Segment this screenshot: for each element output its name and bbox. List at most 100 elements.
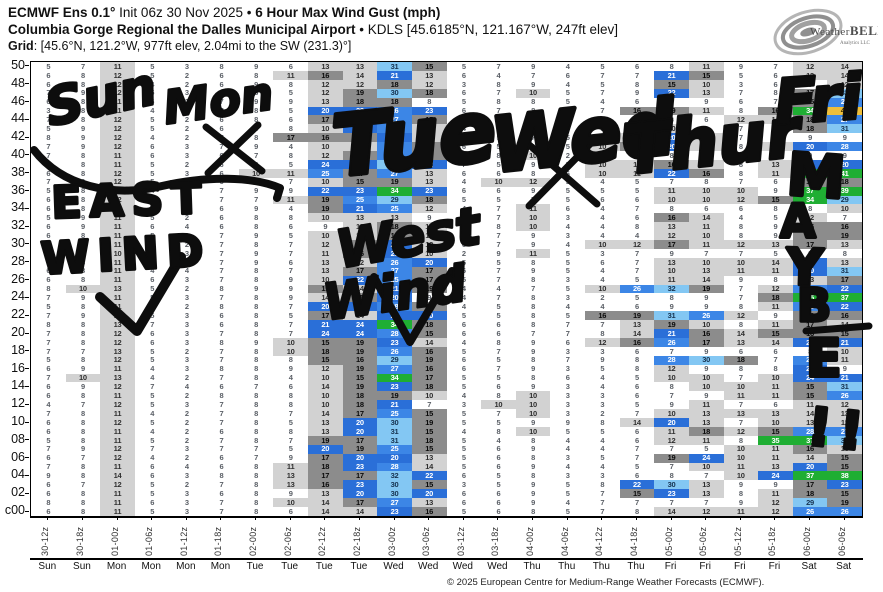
grid-cell: 18 (342, 400, 378, 410)
x-axis-tick (532, 516, 534, 520)
grid-cell: 11 (827, 418, 862, 427)
grid-cell: 5 (481, 133, 516, 143)
grid-cell: 24 (308, 159, 343, 169)
grid-cell: 6 (481, 186, 516, 196)
x-axis-tick (220, 516, 222, 520)
grid-cell: 11 (688, 222, 724, 232)
grid-cell: 8 (65, 355, 101, 365)
y-axis-tick (25, 296, 29, 298)
grid-cell: 12 (100, 133, 135, 143)
grid-cell: 7 (31, 151, 66, 160)
grid-cell: 7 (238, 151, 274, 160)
grid-cell: 8 (238, 213, 274, 223)
grid-cell: 19 (377, 177, 412, 187)
grid-cell: 7 (31, 409, 66, 419)
y-axis-member-label: 30 (11, 235, 25, 250)
grid-cell: 5 (134, 257, 170, 267)
grid-cell: 11 (654, 186, 689, 196)
grid-cell: 12 (723, 311, 759, 321)
grid-cell: 3 (169, 311, 205, 321)
x-axis-time-label: 05-00z (663, 526, 674, 556)
grid-cell: 7 (654, 177, 689, 187)
grid-cell: 16 (688, 168, 724, 178)
grid-cell: 9 (723, 62, 759, 71)
grid-cell: 7 (619, 204, 655, 214)
grid-cell: 7 (31, 346, 66, 356)
grid-cell: 22 (411, 471, 447, 481)
grid-cell: 4 (169, 266, 205, 276)
y-axis-tick (25, 457, 29, 459)
grid-cell: 14 (792, 409, 828, 419)
grid-cell: 11 (758, 320, 793, 330)
y-axis-tick (25, 154, 29, 156)
grid-cell: 4 (550, 240, 585, 249)
grid-cell: 2 (169, 453, 205, 463)
grid-cell: 16 (792, 329, 828, 338)
grid-cell: 7 (65, 453, 101, 463)
grid-cell: 24 (377, 311, 412, 321)
grid-cell: 10 (585, 142, 620, 152)
grid-cell: 4 (446, 293, 482, 303)
x-axis-tick (843, 516, 845, 520)
grid-cell: 8 (238, 133, 274, 143)
grid-cell: 8 (65, 231, 101, 241)
grid-cell: 30 (654, 480, 689, 490)
grid-cell: 9 (792, 248, 828, 258)
grid-cell: 10 (654, 195, 689, 205)
grid-cell: 28 (377, 302, 412, 312)
grid-cell: 12 (100, 400, 135, 410)
grid-cell: 5 (619, 462, 655, 472)
grid-cell: 8 (273, 151, 308, 160)
x-axis-day-label: Sat (836, 561, 852, 572)
y-axis-member-label: 12 (11, 396, 25, 411)
grid-cell: 5 (446, 462, 482, 472)
grid-cell: 9 (515, 62, 551, 71)
grid-cell: 4 (550, 222, 585, 232)
grid-cell: 10 (238, 168, 274, 178)
grid-cell: 5 (273, 444, 308, 454)
grid-cell: 11 (100, 302, 135, 312)
grid-cell: 7 (585, 498, 620, 508)
grid-cell: 9 (758, 480, 793, 490)
grid-cell: 5 (688, 444, 724, 454)
grid-cell: 20 (827, 159, 862, 169)
grid-cell: 7 (515, 195, 551, 205)
grid-cell: 16 (342, 355, 378, 365)
grid-cell: 5 (585, 186, 620, 196)
grid-cell: 13 (827, 257, 862, 267)
grid-cell: 5 (134, 115, 170, 125)
grid-cell: 4 (446, 204, 482, 214)
grid-cell: 12 (308, 364, 343, 374)
x-axis-day-label: Tue (350, 561, 368, 572)
grid-cell: 18 (792, 124, 828, 134)
grid-cell: 13 (308, 418, 343, 427)
grid-cell: 37 (792, 471, 828, 481)
grid-cell: 9 (273, 97, 308, 107)
grid-cell: 7 (585, 106, 620, 116)
grid-cell: 13 (377, 213, 412, 223)
grid-cell: 7 (515, 329, 551, 338)
grid-cell: 9 (273, 364, 308, 374)
grid-cell: 12 (100, 453, 135, 463)
grid-cell: 31 (827, 124, 862, 134)
grid-cell: 15 (827, 462, 862, 472)
grid-cell: 6 (31, 426, 66, 436)
grid-cell: 17 (411, 275, 447, 285)
grid-cell: 37 (792, 435, 828, 445)
grid-cell: 10 (585, 284, 620, 294)
grid-cell: 7 (273, 302, 308, 312)
grid-cell: 2 (169, 213, 205, 223)
grid-cell: 20 (792, 142, 828, 152)
x-axis-tick (289, 516, 291, 520)
grid-cell: 6 (619, 62, 655, 71)
grid-cell: 25 (342, 195, 378, 205)
grid-cell: 9 (65, 222, 101, 232)
grid-cell: 8 (481, 79, 516, 89)
grid-cell: 4 (134, 79, 170, 89)
x-axis-tick (774, 516, 776, 520)
grid-cell: 16 (342, 248, 378, 258)
grid-cell: 9 (273, 186, 308, 196)
grid-cell: 6 (31, 231, 66, 241)
grid-cell: 5 (273, 159, 308, 169)
